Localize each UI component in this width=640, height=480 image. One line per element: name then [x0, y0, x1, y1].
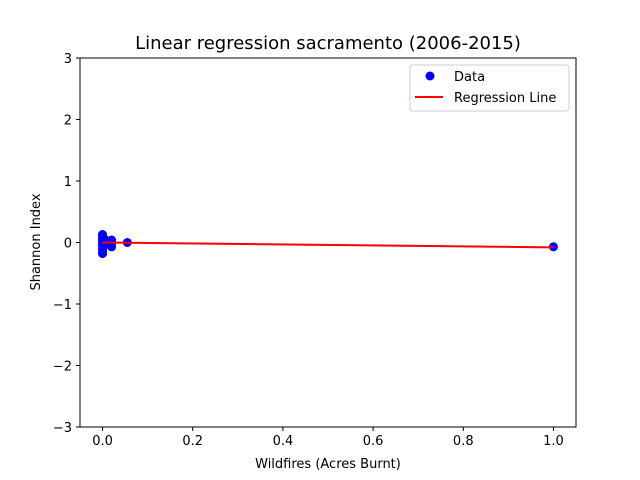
y-tick-label: −1: [53, 298, 72, 313]
chart-title: Linear regression sacramento (2006-2015): [135, 33, 521, 54]
x-axis-ticks: 0.0 0.2 0.4 0.6 0.8 1.0: [92, 427, 564, 449]
data-point: [107, 242, 117, 252]
y-tick-label: 3: [64, 52, 72, 67]
x-tick-label: 0.8: [453, 434, 474, 449]
y-axis-ticks: −3 −2 −1 0 1 2 3: [53, 52, 80, 436]
y-tick-label: 2: [64, 114, 72, 129]
regression-line: [102, 241, 554, 249]
legend-regression-label: Regression Line: [454, 91, 556, 106]
y-tick-label: 1: [64, 175, 72, 190]
y-tick-label: −2: [53, 360, 72, 375]
plot-area: 0.0 0.2 0.4 0.6 0.8 1.0 −3 −2 −1 0 1 2 3: [53, 52, 577, 449]
x-tick-label: 1.0: [543, 434, 564, 449]
x-tick-label: 0.4: [273, 434, 294, 449]
y-tick-label: −3: [53, 421, 72, 436]
y-axis-label: Shannon Index: [29, 193, 44, 290]
data-layer: [98, 230, 558, 259]
x-tick-label: 0.2: [182, 434, 203, 449]
x-axis-label: Wildfires (Acres Burnt): [255, 457, 401, 472]
x-tick-label: 0.0: [92, 434, 113, 449]
legend-data-marker: [425, 71, 435, 81]
data-point: [98, 249, 108, 259]
x-tick-label: 0.6: [363, 434, 384, 449]
legend: Data Regression Line: [409, 64, 570, 112]
y-tick-label: 0: [64, 237, 72, 252]
legend-data-label: Data: [454, 70, 485, 85]
legend-box: [409, 64, 570, 112]
